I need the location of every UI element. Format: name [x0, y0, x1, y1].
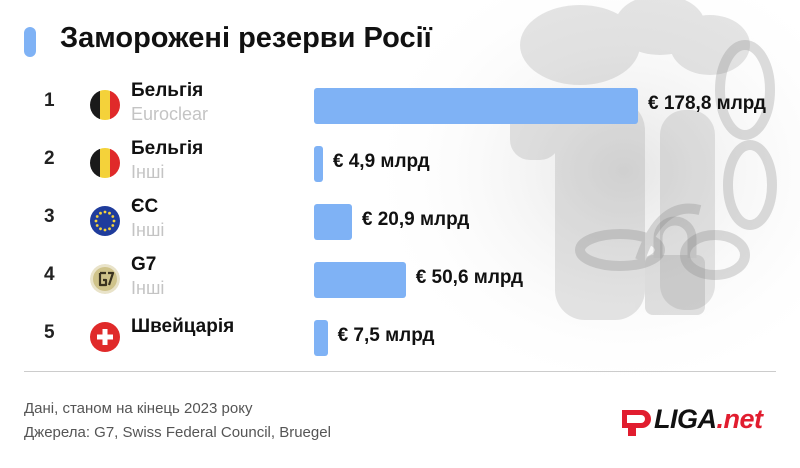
country-name: G7	[131, 254, 157, 275]
logo-wordmark: LIGA.net	[654, 404, 763, 435]
rank-label: 3	[44, 206, 55, 227]
eu-flag-icon	[90, 206, 120, 236]
bar	[314, 262, 406, 298]
sources-note: Джерела: G7, Swiss Federal Council, Brue…	[24, 424, 331, 441]
bar	[314, 320, 328, 356]
rank-label: 4	[44, 264, 55, 285]
rank-label: 1	[44, 90, 55, 111]
rank-label: 5	[44, 322, 55, 343]
chart-row: 1 Бельгія Euroclear € 178,8 млрд	[0, 80, 800, 132]
footer-divider	[24, 371, 776, 372]
value-label: € 20,9 млрд	[361, 209, 470, 230]
chart-row: 3 ЄС Інші € 20,9 млрд	[0, 196, 800, 248]
g7-logo-icon	[90, 264, 120, 294]
liga-net-logo: LIGA.net	[618, 402, 778, 440]
holder-name: Інші	[131, 220, 165, 240]
logo-main-text: LIGA	[654, 404, 717, 434]
country-name: Швейцарія	[131, 316, 235, 337]
liga-logo-mark-icon	[622, 410, 651, 436]
chart-row: 4 G7 Інші € 50,6 млрд	[0, 254, 800, 306]
value-label: € 4,9 млрд	[332, 151, 430, 172]
country-name: Бельгія	[131, 138, 204, 159]
value-label: € 7,5 млрд	[337, 325, 435, 346]
bar	[314, 146, 323, 182]
holder-name: Euroclear	[131, 104, 209, 124]
data-note: Дані, станом на кінець 2023 року	[24, 400, 253, 417]
chart-row: 2 Бельгія Інші € 4,9 млрд	[0, 138, 800, 190]
value-label: € 178,8 млрд	[648, 93, 766, 114]
chart-row: 5 Швейцарія € 7,5 млрд	[0, 312, 800, 364]
belgium-flag-icon	[90, 90, 120, 120]
country-name: Бельгія	[131, 80, 204, 101]
bar	[314, 88, 638, 124]
logo-suffix-text: .net	[716, 404, 764, 434]
country-name: ЄС	[131, 196, 159, 217]
chart-title: Заморожені резерви Росії	[60, 22, 432, 54]
bar	[314, 204, 352, 240]
belgium-flag-icon	[90, 148, 120, 178]
switzerland-flag-icon	[90, 322, 120, 352]
value-label: € 50,6 млрд	[415, 267, 524, 288]
holder-name: Інші	[131, 162, 165, 182]
holder-name: Інші	[131, 278, 165, 298]
rank-label: 2	[44, 148, 55, 169]
title-accent-bar	[24, 27, 36, 57]
